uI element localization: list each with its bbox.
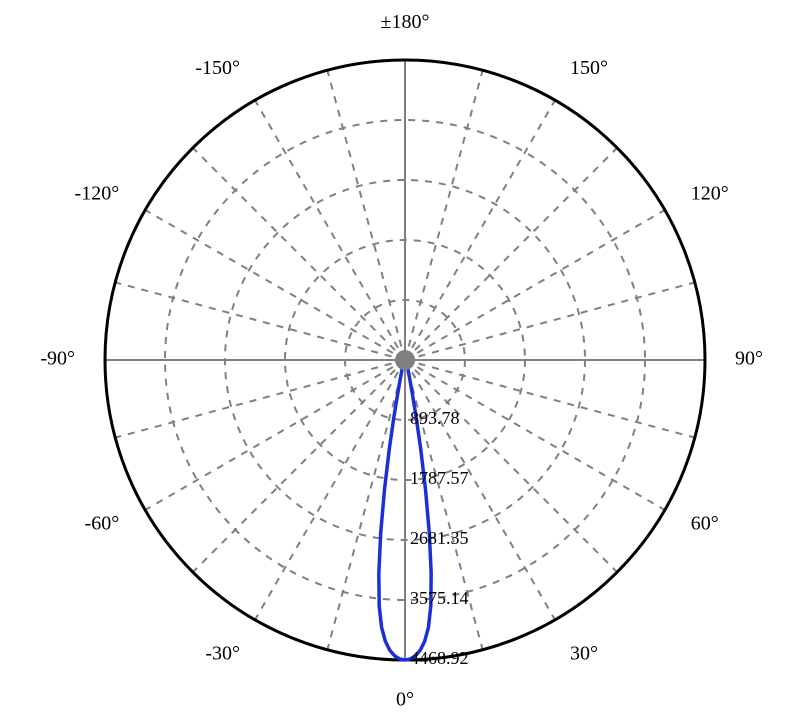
angle-label: -120° <box>75 183 120 205</box>
radial-label: 893.78 <box>410 408 460 428</box>
polar-chart: 0° 30° 60° 90° 120° 150° ±180° -150° -120° -90° -6… <box>0 0 793 719</box>
radial-label: 3575.14 <box>410 588 469 608</box>
angle-label: 120° <box>691 183 729 205</box>
radial-label: 2681.35 <box>410 528 469 548</box>
angle-label: 150° <box>570 57 608 79</box>
angle-label: 60° <box>691 513 719 535</box>
polar-svg: 0° 30° 60° 90° 120° 150° ±180° -150° -120° -90° -6… <box>0 0 793 719</box>
angle-label: -90° <box>40 348 75 370</box>
radial-label: 1787.57 <box>410 468 469 488</box>
angle-label: -60° <box>85 513 120 535</box>
angle-label: -150° <box>195 57 240 79</box>
angle-label: 0° <box>396 689 414 711</box>
angle-label: 30° <box>570 642 598 664</box>
angle-label: ±180° <box>381 11 430 33</box>
center-dot <box>395 350 415 370</box>
angle-label: 90° <box>735 348 763 370</box>
angle-label: -30° <box>205 642 240 664</box>
radial-label: 4468.92 <box>410 648 469 668</box>
